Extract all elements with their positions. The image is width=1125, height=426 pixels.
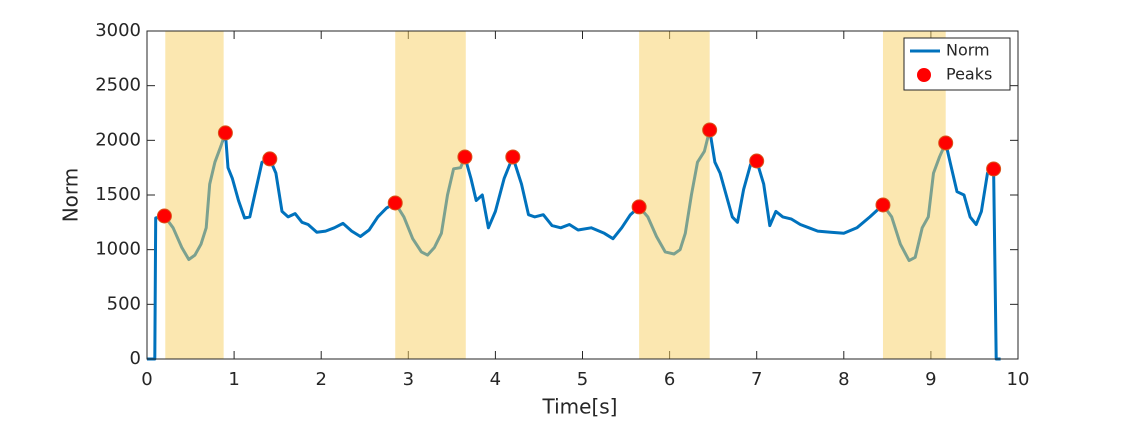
y-axis-label: Norm xyxy=(59,168,83,223)
peak-marker xyxy=(749,153,765,169)
peak-marker xyxy=(875,197,891,213)
x-tick-label: 3 xyxy=(403,369,414,390)
y-tick-label: 500 xyxy=(107,293,141,314)
highlight-region xyxy=(639,31,710,359)
highlight-region xyxy=(395,31,466,359)
peak-marker xyxy=(457,149,473,165)
y-tick-label: 1500 xyxy=(95,184,141,205)
x-tick-label: 8 xyxy=(838,369,849,390)
peak-marker xyxy=(156,208,172,224)
legend-label: Norm xyxy=(946,41,990,60)
x-tick-label: 7 xyxy=(751,369,762,390)
norm-line xyxy=(147,128,1001,361)
x-tick-label: 0 xyxy=(141,369,152,390)
peak-marker xyxy=(631,199,647,215)
peak-marker xyxy=(938,135,954,151)
x-tick-label: 5 xyxy=(577,369,588,390)
x-tick-label: 9 xyxy=(925,369,936,390)
y-tick-label: 3000 xyxy=(95,20,141,41)
peak-marker xyxy=(986,161,1002,177)
x-axis-label: Time[s] xyxy=(542,395,618,419)
x-tick-label: 1 xyxy=(228,369,239,390)
x-tick-label: 6 xyxy=(664,369,675,390)
y-tick-label: 2500 xyxy=(95,75,141,96)
peak-marker xyxy=(702,122,718,138)
peak-marker xyxy=(262,151,278,167)
peak-marker xyxy=(217,125,233,141)
y-tick-label: 2000 xyxy=(95,129,141,150)
legend-marker xyxy=(917,68,931,82)
x-tick-label: 4 xyxy=(490,369,501,390)
highlight-region xyxy=(165,31,224,359)
axes-box xyxy=(146,30,1019,360)
peak-marker xyxy=(387,195,403,211)
y-tick-label: 1000 xyxy=(95,239,141,260)
peak-marker xyxy=(505,149,521,165)
legend-label: Peaks xyxy=(946,65,992,84)
y-tick-label: 0 xyxy=(130,348,141,369)
x-tick-label: 2 xyxy=(315,369,326,390)
x-tick-label: 10 xyxy=(1007,369,1030,390)
